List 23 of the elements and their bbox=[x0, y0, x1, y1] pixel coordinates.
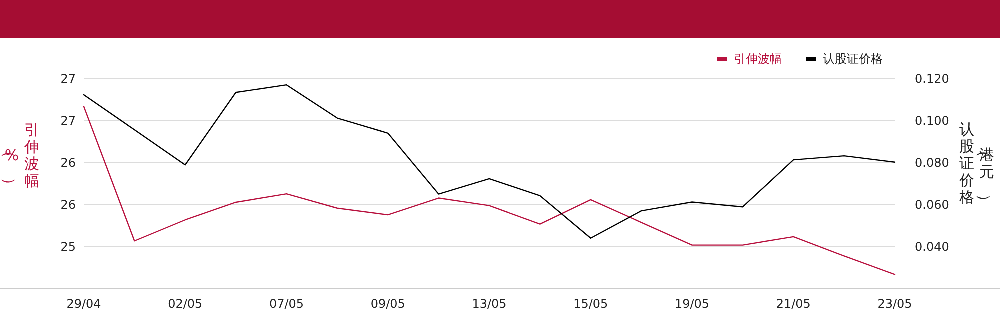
line-series bbox=[83, 106, 896, 276]
legend-label: 认股证价格 bbox=[823, 52, 883, 66]
x-tick-label: 07/05 bbox=[269, 297, 304, 311]
y2-tick-label: 0.040 bbox=[915, 240, 950, 254]
line-series bbox=[83, 84, 896, 239]
x-tick-label: 21/05 bbox=[776, 297, 811, 311]
y2-tick-label: 0.120 bbox=[915, 72, 950, 86]
x-tick-label: 13/05 bbox=[472, 297, 507, 311]
y-tick-label: 26 bbox=[60, 198, 76, 212]
y-tick-label: 26 bbox=[60, 156, 76, 170]
x-tick-label: 09/05 bbox=[370, 297, 406, 311]
x-tick-label: 23/05 bbox=[878, 297, 912, 311]
x-tick-label: 02/05 bbox=[168, 297, 203, 311]
x-tick-label: 15/05 bbox=[574, 297, 608, 311]
y2-tick-label: 0.080 bbox=[915, 156, 950, 170]
y2-tick-label: 0.100 bbox=[915, 114, 950, 128]
x-tick-label: 29/04 bbox=[66, 297, 102, 311]
y-tick-label: 27 bbox=[60, 72, 76, 86]
legend-label: 引伸波幅 bbox=[734, 52, 782, 66]
y-tick-label: 27 bbox=[60, 114, 76, 128]
x-tick-label: 19/05 bbox=[674, 297, 710, 311]
y2-tick-label: 0.060 bbox=[915, 198, 950, 212]
y-tick-label: 25 bbox=[60, 240, 76, 254]
